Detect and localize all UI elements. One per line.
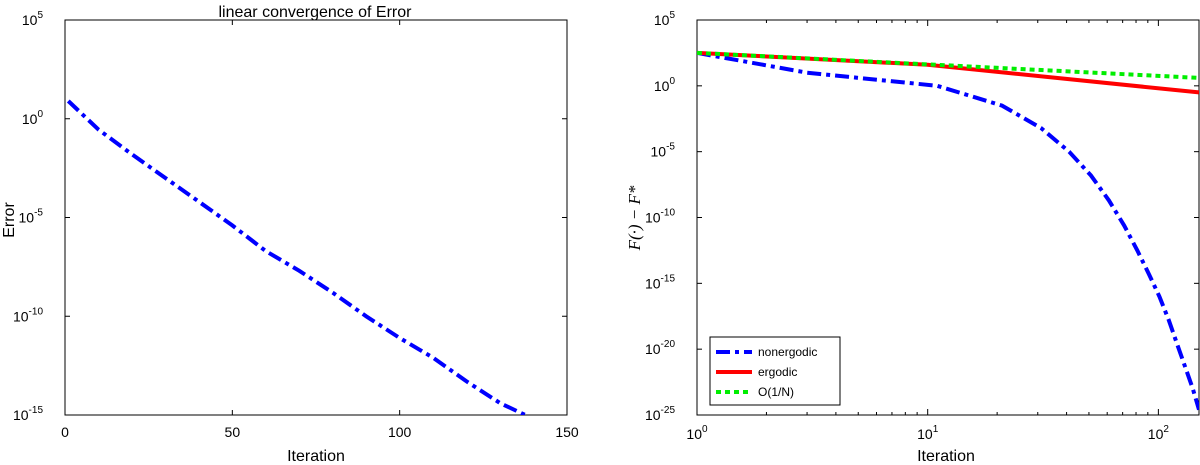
right-x-tick-label: 100 xyxy=(686,424,708,442)
right-y-ticks: 105 100 10-5 10-10 10-15 10-20 10-25 xyxy=(645,10,1199,423)
right-series-group xyxy=(697,50,1199,411)
right-y-axis-label: F(·) − F* xyxy=(625,185,644,251)
left-x-ticks: 0 50 100 150 xyxy=(61,20,579,440)
right-y-tick-label: 10-10 xyxy=(645,208,675,226)
right-y-tick-label: 105 xyxy=(654,10,676,28)
left-chart-title: linear convergence of Error xyxy=(219,4,413,21)
left-y-ticks: 105 100 10-5 10-10 10-15 xyxy=(13,10,567,423)
left-y-tick-label: 10-15 xyxy=(13,405,43,423)
right-legend: nonergodic ergodic O(1/N) xyxy=(709,336,841,406)
left-x-tick-label: 150 xyxy=(555,424,579,440)
legend-label-nonergodic: nonergodic xyxy=(758,345,817,359)
left-x-axis-label: Iteration xyxy=(287,448,345,465)
right-y-tick-label: 10-20 xyxy=(645,339,675,357)
legend-label-o-1-n: O(1/N) xyxy=(758,385,794,399)
left-y-tick-label: 100 xyxy=(22,109,44,127)
left-x-tick-label: 0 xyxy=(61,424,69,440)
left-y-tick-label: 10-5 xyxy=(19,208,44,226)
left-series-group xyxy=(66,99,530,415)
right-y-tick-label: 100 xyxy=(654,76,676,94)
right-x-ticks: 100 101 102 xyxy=(686,20,1169,442)
right-y-tick-label: 10-15 xyxy=(645,273,675,291)
right-y-tick-label: 10-25 xyxy=(645,405,675,423)
right-x-tick-label: 101 xyxy=(917,424,939,442)
left-x-tick-label: 50 xyxy=(225,424,241,440)
chart-left-error: linear convergence of Error 0 50 100 150 10… xyxy=(1,4,579,465)
chart-right-objective: 100 101 102 105 100 10-5 10-10 10-15 10-20 10-25… xyxy=(625,10,1200,465)
left-series-line-error xyxy=(66,99,530,415)
left-y-axis-label: Error xyxy=(1,202,18,238)
right-y-tick-label: 10-5 xyxy=(651,142,676,160)
right-x-tick-label: 102 xyxy=(1148,424,1170,442)
legend-label-ergodic: ergodic xyxy=(758,365,797,379)
right-series-line-o-1-n xyxy=(697,50,1199,80)
left-y-tick-label: 105 xyxy=(22,10,44,28)
left-x-tick-label: 100 xyxy=(388,424,412,440)
left-y-tick-label: 10-10 xyxy=(13,306,43,324)
left-plot-frame xyxy=(64,19,568,416)
right-series-line-nonergodic xyxy=(697,50,1199,411)
right-series-line-ergodic xyxy=(697,50,1199,95)
right-x-axis-label: Iteration xyxy=(917,448,975,465)
